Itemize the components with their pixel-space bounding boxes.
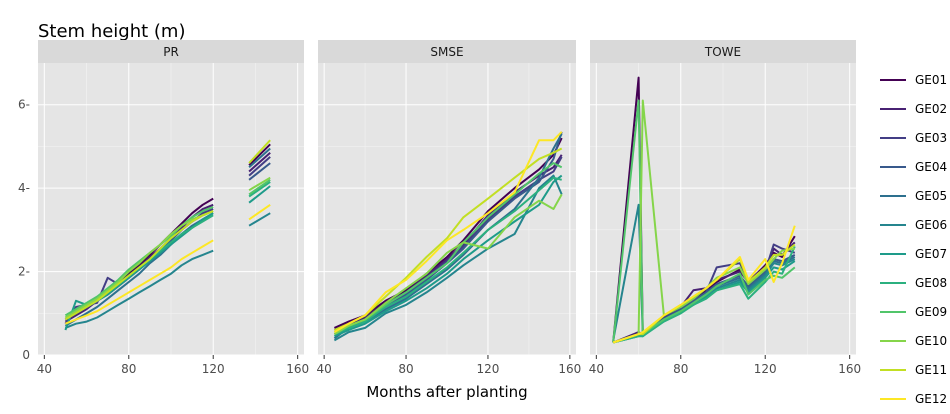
series-lines-smse (333, 131, 563, 342)
legend-label: GE06 (915, 218, 947, 232)
legend-label: GE04 (915, 160, 947, 174)
legend-label: GE08 (915, 276, 947, 290)
strip-towe (590, 40, 856, 63)
x-tick-label: 80 (121, 362, 136, 376)
strip-label-smse: SMSE (430, 45, 463, 59)
legend-item-ge10: GE10 (880, 334, 947, 348)
series-lines-towe (612, 76, 796, 344)
x-axis-title: Months after planting (366, 383, 527, 401)
legend-label: GE02 (915, 102, 947, 116)
series-line-ge08 (334, 176, 562, 336)
y-axis: 0 2- 4- 6- (18, 98, 30, 362)
series-line-ge10 (64, 176, 271, 319)
x-tick-label: 160 (558, 362, 581, 376)
legend-item-ge01: GE01 (880, 73, 947, 87)
series-line-ge09 (64, 178, 271, 317)
legend-item-ge07: GE07 (880, 247, 947, 261)
x-tick-label: 40 (37, 362, 52, 376)
strip-smse (318, 40, 576, 63)
strip-pr (38, 40, 304, 63)
series-line-ge12 (65, 203, 271, 325)
legend-label: GE11 (915, 363, 947, 377)
x-tick-label: 80 (673, 362, 688, 376)
strip-label-pr: PR (163, 45, 179, 59)
legend-item-ge11: GE11 (880, 363, 947, 377)
legend-label: GE10 (915, 334, 947, 348)
y-tick-label: 2- (18, 265, 30, 279)
series-line-ge12 (333, 131, 563, 333)
x-tick-label: 40 (589, 362, 604, 376)
series-line-ge10 (333, 193, 563, 335)
legend-item-ge08: GE08 (880, 276, 947, 290)
series-line-ge06 (333, 174, 563, 342)
strip-label-towe: TOWE (704, 45, 741, 59)
x-tick-label: 160 (838, 362, 861, 376)
legend-label: GE05 (915, 189, 947, 203)
x-tick-label: 160 (286, 362, 309, 376)
panel-towe: TOWE (590, 40, 856, 356)
legend-item-ge02: GE02 (880, 102, 947, 116)
y-tick-label: 0 (22, 348, 30, 362)
x-tick-label: 80 (398, 362, 413, 376)
x-tick-label: 120 (754, 362, 777, 376)
series-line-ge12 (612, 225, 796, 344)
chart-title: Stem height (m) (38, 21, 186, 42)
series-line-ge08 (612, 246, 796, 344)
legend: GE01 GE02 GE03 GE04 GE05 GE06 GE07 GE08 GE09 GE10… (880, 73, 947, 406)
legend-label: GE01 (915, 73, 947, 87)
panel-smse: SMSE (318, 40, 576, 356)
series-line-ge05 (64, 147, 271, 327)
legend-label: GE12 (915, 392, 947, 406)
x-tick-label: 120 (476, 362, 499, 376)
legend-label: GE03 (915, 131, 947, 145)
x-axes: 40 80 120 160 40 80 120 160 40 80 120 160 (37, 355, 861, 376)
grid-smse (318, 63, 576, 356)
x-tick-label: 40 (317, 362, 332, 376)
series-line-ge07 (334, 174, 563, 338)
legend-item-ge03: GE03 (880, 131, 947, 145)
y-tick-label: 4- (18, 181, 30, 195)
legend-item-ge09: GE09 (880, 305, 947, 319)
legend-label: GE09 (915, 305, 947, 319)
series-line-ge06 (65, 212, 271, 329)
x-tick-label: 120 (202, 362, 225, 376)
panel-pr: PR (38, 40, 304, 356)
series-lines-pr (64, 139, 271, 331)
legend-item-ge06: GE06 (880, 218, 947, 232)
legend-item-ge05: GE05 (880, 189, 947, 203)
legend-label: GE07 (915, 247, 947, 261)
legend-item-ge04: GE04 (880, 160, 947, 174)
series-line-ge11 (64, 139, 271, 321)
legend-item-ge12: GE12 (880, 392, 947, 406)
y-tick-label: 6- (18, 98, 30, 112)
